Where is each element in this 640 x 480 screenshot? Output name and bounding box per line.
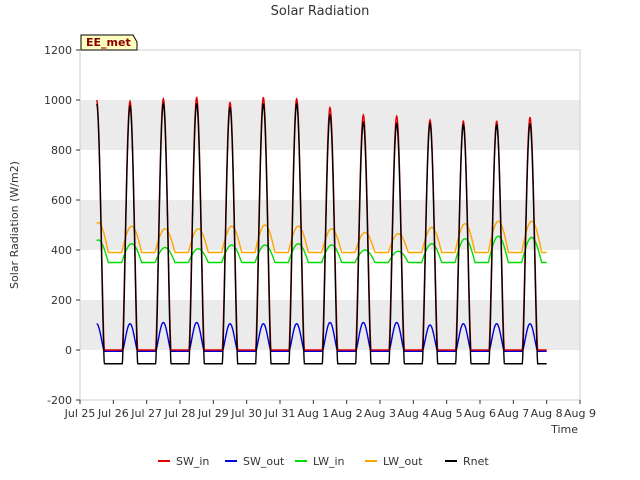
station-badge-label: EE_met bbox=[86, 36, 131, 49]
series-layer bbox=[96, 96, 547, 365]
legend-label: SW_out bbox=[243, 455, 285, 468]
x-tick-label: Aug 3 bbox=[364, 407, 396, 420]
x-axis-ticks: Jul 25 Jul 26 Jul 27 Jul 28 Jul 29 Jul 30 Jul … bbox=[64, 400, 596, 420]
grid-band bbox=[80, 350, 580, 400]
x-tick-label: Aug 6 bbox=[464, 407, 496, 420]
x-tick-label: Aug 4 bbox=[397, 407, 429, 420]
background-bands bbox=[80, 50, 580, 400]
legend-item-lw-in: LW_in bbox=[295, 455, 345, 468]
series-line-sw-in bbox=[96, 96, 547, 351]
legend-label: Rnet bbox=[463, 455, 489, 468]
x-tick-label: Jul 26 bbox=[97, 407, 129, 420]
y-tick-label: 400 bbox=[51, 244, 72, 257]
x-tick-label: Aug 5 bbox=[431, 407, 463, 420]
x-tick-label: Jul 28 bbox=[164, 407, 196, 420]
y-tick-label: 600 bbox=[51, 194, 72, 207]
x-tick-label: Jul 31 bbox=[264, 407, 296, 420]
x-tick-label: Jul 30 bbox=[230, 407, 262, 420]
x-tick-label: Jul 27 bbox=[130, 407, 162, 420]
x-tick-label: Jul 25 bbox=[64, 407, 96, 420]
y-axis-ticks: -200 0 200 400 600 800 1000 1200 bbox=[44, 44, 80, 407]
x-tick-label: Jul 29 bbox=[197, 407, 229, 420]
x-axis-label: Time bbox=[550, 423, 578, 436]
series-line-rnet bbox=[96, 102, 547, 365]
legend-label: SW_in bbox=[176, 455, 209, 468]
y-tick-label: 1000 bbox=[44, 94, 72, 107]
series-line-lw-out bbox=[96, 220, 547, 254]
legend: SW_in SW_out LW_in LW_out Rnet bbox=[158, 455, 489, 468]
legend-label: LW_in bbox=[313, 455, 345, 468]
y-tick-label: 0 bbox=[65, 344, 72, 357]
y-axis-label: Solar Radiation (W/m2) bbox=[8, 161, 21, 289]
y-tick-label: 1200 bbox=[44, 44, 72, 57]
legend-item-lw-out: LW_out bbox=[365, 455, 423, 468]
x-tick-label: Aug 7 bbox=[497, 407, 529, 420]
x-tick-label: Aug 1 bbox=[297, 407, 329, 420]
grid-band bbox=[80, 250, 580, 300]
legend-item-sw-out: SW_out bbox=[225, 455, 285, 468]
series-line-lw-in bbox=[96, 235, 547, 264]
grid-band bbox=[80, 150, 580, 200]
x-tick-label: Aug 2 bbox=[331, 407, 363, 420]
grid-band bbox=[80, 300, 580, 350]
chart-title: Solar Radiation bbox=[271, 4, 370, 19]
y-tick-label: -200 bbox=[47, 394, 72, 407]
grid-band bbox=[80, 200, 580, 250]
y-tick-label: 200 bbox=[51, 294, 72, 307]
series-line-sw-out bbox=[96, 321, 547, 352]
station-badge: EE_met bbox=[80, 34, 138, 51]
legend-label: LW_out bbox=[383, 455, 423, 468]
plot-frame bbox=[79, 49, 581, 401]
x-tick-label: Aug 9 bbox=[564, 407, 596, 420]
y-tick-label: 800 bbox=[51, 144, 72, 157]
grid-band bbox=[80, 50, 580, 100]
x-tick-label: Aug 8 bbox=[531, 407, 563, 420]
legend-item-rnet: Rnet bbox=[445, 455, 489, 468]
legend-item-sw-in: SW_in bbox=[158, 455, 209, 468]
